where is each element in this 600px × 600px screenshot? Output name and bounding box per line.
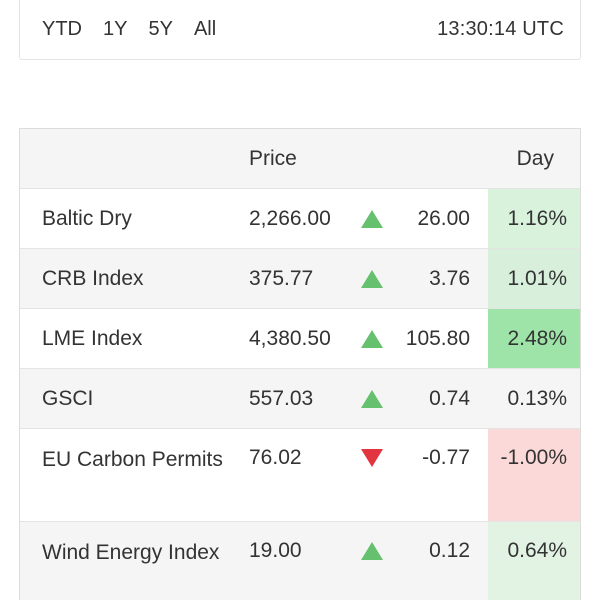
row-price: 4,380.50 xyxy=(249,327,331,350)
row-day-percent: 2.48% xyxy=(507,327,567,350)
row-day-percent: 0.64% xyxy=(507,539,567,562)
row-day-percent: 1.01% xyxy=(507,267,567,290)
range-selector-bar: YTD 1Y 5Y All 13:30:14 UTC xyxy=(19,0,581,60)
row-name[interactable]: Wind Energy Index xyxy=(42,541,220,564)
day-change-cell xyxy=(488,249,580,308)
range-button-1y[interactable]: 1Y xyxy=(103,18,128,40)
day-change-cell xyxy=(488,369,580,428)
row-name[interactable]: LME Index xyxy=(42,327,143,350)
header-price: Price xyxy=(249,147,297,170)
commodities-table: Price Day Baltic Dry 2,266.00 26.00 1.16… xyxy=(19,128,581,600)
table-row[interactable]: GSCI 557.03 0.74 0.13% xyxy=(20,369,580,429)
arrow-up-icon xyxy=(361,536,383,560)
table-row[interactable]: Baltic Dry 2,266.00 26.00 1.16% xyxy=(20,189,580,249)
row-price: 76.02 xyxy=(249,446,302,469)
row-day-percent: -1.00% xyxy=(500,446,567,469)
row-name[interactable]: Baltic Dry xyxy=(42,207,132,230)
triangle-up-shape xyxy=(361,542,383,560)
row-name[interactable]: EU Carbon Permits xyxy=(42,448,223,471)
row-change: 26.00 xyxy=(417,207,470,230)
table-row[interactable]: CRB Index 375.77 3.76 1.01% xyxy=(20,249,580,309)
header-day: Day xyxy=(516,147,554,170)
row-price: 557.03 xyxy=(249,387,314,410)
row-price: 2,266.00 xyxy=(249,207,331,230)
arrow-down-icon xyxy=(361,443,383,467)
row-name[interactable]: GSCI xyxy=(42,387,94,410)
table-row[interactable]: LME Index 4,380.50 105.80 2.48% xyxy=(20,309,580,369)
row-price: 375.77 xyxy=(249,267,314,290)
arrow-up-icon xyxy=(361,264,383,288)
arrow-up-icon xyxy=(361,204,383,228)
day-change-cell xyxy=(488,522,580,600)
utc-clock: 13:30:14 UTC xyxy=(437,18,564,40)
row-change: 105.80 xyxy=(405,327,470,350)
row-change: 0.12 xyxy=(429,539,470,562)
row-change: -0.77 xyxy=(422,446,470,469)
row-change: 3.76 xyxy=(429,267,470,290)
triangle-up-shape xyxy=(361,210,383,228)
day-change-cell xyxy=(488,309,580,368)
range-button-5y[interactable]: 5Y xyxy=(148,18,173,40)
triangle-up-shape xyxy=(361,390,383,408)
arrow-up-icon xyxy=(361,384,383,408)
table-row[interactable]: EU Carbon Permits 76.02 -0.77 -1.00% xyxy=(20,429,580,522)
triangle-up-shape xyxy=(361,270,383,288)
arrow-up-icon xyxy=(361,324,383,348)
table-row[interactable]: Wind Energy Index 19.00 0.12 0.64% xyxy=(20,522,580,600)
row-day-percent: 1.16% xyxy=(507,207,567,230)
triangle-down-shape xyxy=(361,449,383,467)
row-name[interactable]: CRB Index xyxy=(42,267,144,290)
row-day-percent: 0.13% xyxy=(507,387,567,410)
triangle-up-shape xyxy=(361,330,383,348)
day-change-cell xyxy=(488,429,580,521)
day-change-cell xyxy=(488,189,580,248)
row-price: 19.00 xyxy=(249,539,302,562)
table-header: Price Day xyxy=(20,129,580,189)
row-change: 0.74 xyxy=(429,387,470,410)
range-button-all[interactable]: All xyxy=(193,18,217,40)
range-button-ytd[interactable]: YTD xyxy=(42,18,82,40)
